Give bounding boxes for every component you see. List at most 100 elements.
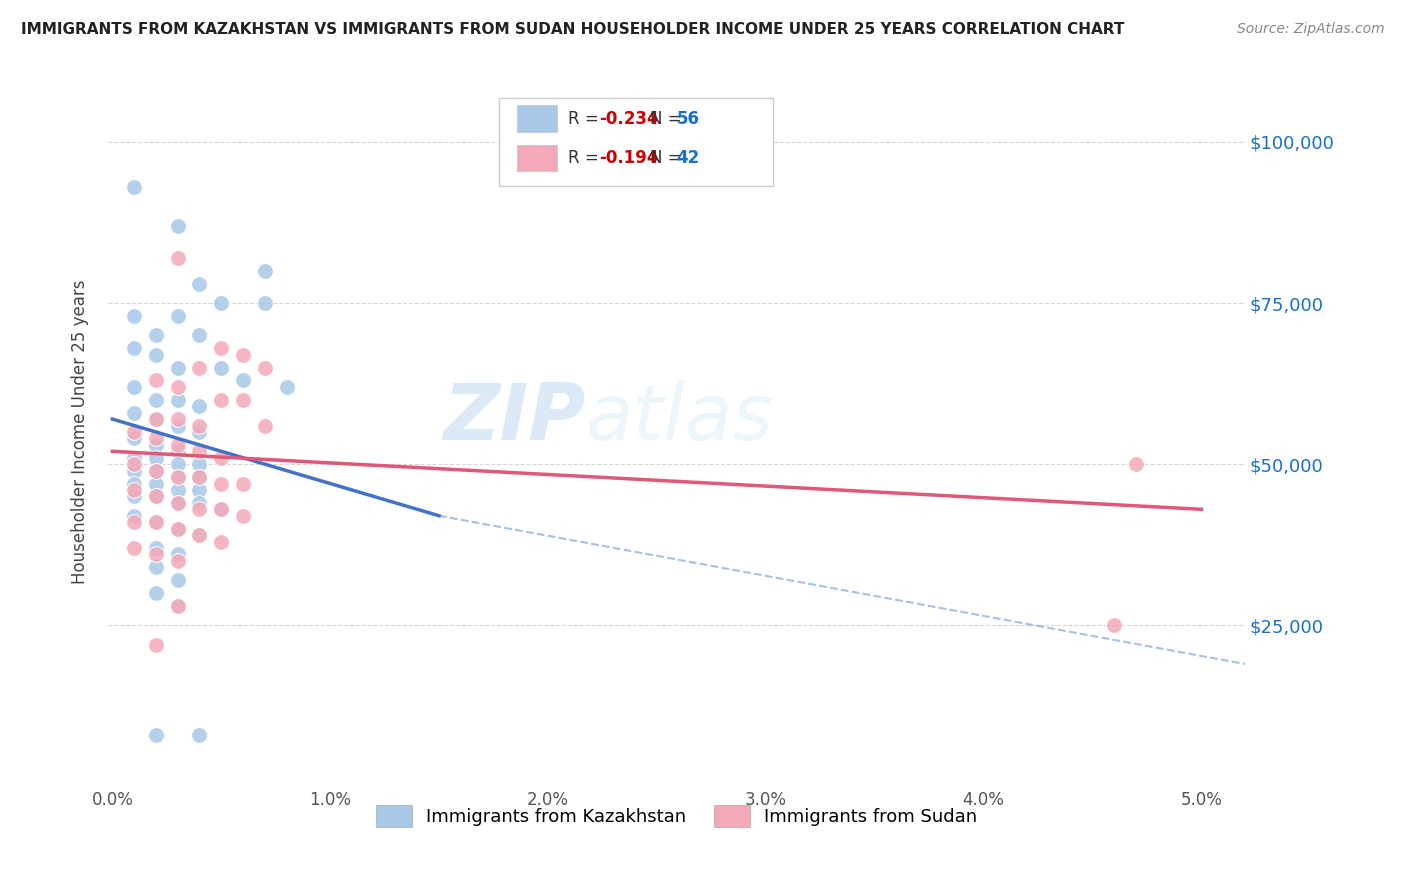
Point — [145, 373, 167, 387]
Point — [209, 476, 232, 491]
Point — [145, 412, 167, 426]
Point — [1104, 618, 1126, 632]
Point — [122, 406, 145, 420]
Point — [166, 522, 188, 536]
Point — [122, 450, 145, 465]
Point — [166, 360, 188, 375]
Point — [145, 464, 167, 478]
Point — [122, 515, 145, 529]
Text: IMMIGRANTS FROM KAZAKHSTAN VS IMMIGRANTS FROM SUDAN HOUSEHOLDER INCOME UNDER 25 : IMMIGRANTS FROM KAZAKHSTAN VS IMMIGRANTS… — [21, 22, 1125, 37]
Point — [145, 490, 167, 504]
Text: R =: R = — [568, 110, 605, 128]
Text: N =: N = — [650, 110, 686, 128]
Point — [122, 483, 145, 497]
Point — [122, 541, 145, 555]
Point — [232, 392, 254, 407]
Point — [209, 296, 232, 310]
Point — [188, 496, 211, 510]
Point — [188, 728, 211, 742]
Point — [209, 392, 232, 407]
Point — [188, 328, 211, 343]
Point — [188, 418, 211, 433]
Point — [145, 586, 167, 600]
Point — [232, 476, 254, 491]
Point — [188, 502, 211, 516]
Point — [188, 399, 211, 413]
Point — [276, 380, 298, 394]
Point — [122, 457, 145, 471]
Point — [188, 528, 211, 542]
Text: ZIP: ZIP — [443, 380, 585, 456]
Point — [145, 328, 167, 343]
Text: -0.234: -0.234 — [599, 110, 658, 128]
Point — [166, 309, 188, 323]
Point — [1125, 457, 1147, 471]
Point — [188, 457, 211, 471]
Point — [145, 476, 167, 491]
Legend: Immigrants from Kazakhstan, Immigrants from Sudan: Immigrants from Kazakhstan, Immigrants f… — [368, 797, 984, 834]
Point — [122, 476, 145, 491]
Point — [166, 599, 188, 613]
Point — [253, 264, 276, 278]
Text: R =: R = — [568, 149, 605, 167]
Point — [166, 444, 188, 458]
Point — [145, 560, 167, 574]
Point — [145, 728, 167, 742]
Point — [145, 450, 167, 465]
Point — [209, 502, 232, 516]
Point — [166, 457, 188, 471]
Point — [145, 431, 167, 445]
Point — [232, 373, 254, 387]
Point — [122, 309, 145, 323]
Point — [145, 464, 167, 478]
Point — [209, 360, 232, 375]
Point — [145, 515, 167, 529]
Point — [253, 296, 276, 310]
Point — [166, 251, 188, 265]
Point — [166, 496, 188, 510]
Point — [122, 341, 145, 355]
Point — [166, 380, 188, 394]
Point — [122, 425, 145, 439]
Y-axis label: Householder Income Under 25 years: Householder Income Under 25 years — [72, 280, 89, 584]
Point — [166, 470, 188, 484]
Text: Source: ZipAtlas.com: Source: ZipAtlas.com — [1237, 22, 1385, 37]
Point — [145, 438, 167, 452]
Point — [166, 548, 188, 562]
Point — [209, 341, 232, 355]
Point — [166, 554, 188, 568]
Point — [122, 464, 145, 478]
Point — [253, 360, 276, 375]
Text: atlas: atlas — [585, 380, 773, 456]
Point — [145, 392, 167, 407]
Point — [166, 496, 188, 510]
Point — [188, 470, 211, 484]
Point — [166, 573, 188, 587]
Point — [166, 483, 188, 497]
Point — [166, 438, 188, 452]
Point — [209, 450, 232, 465]
Point — [166, 522, 188, 536]
Text: 56: 56 — [676, 110, 699, 128]
Point — [188, 528, 211, 542]
Point — [122, 508, 145, 523]
Text: 42: 42 — [676, 149, 700, 167]
Point — [188, 360, 211, 375]
Point — [188, 483, 211, 497]
Point — [188, 470, 211, 484]
Point — [166, 418, 188, 433]
Point — [253, 418, 276, 433]
Point — [145, 490, 167, 504]
Text: -0.194: -0.194 — [599, 149, 658, 167]
Point — [188, 425, 211, 439]
Point — [145, 548, 167, 562]
Point — [145, 541, 167, 555]
Point — [122, 380, 145, 394]
Point — [122, 431, 145, 445]
Point — [145, 638, 167, 652]
Point — [166, 392, 188, 407]
Point — [232, 508, 254, 523]
Point — [145, 412, 167, 426]
Point — [166, 599, 188, 613]
Point — [122, 490, 145, 504]
